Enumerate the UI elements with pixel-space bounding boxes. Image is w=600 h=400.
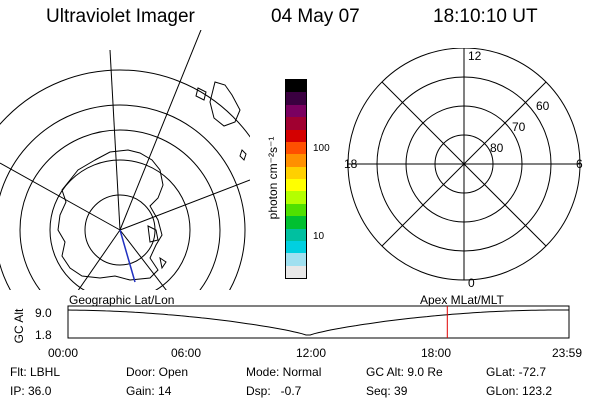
mlt-label-6: 6 [576,157,583,171]
info-ip: IP: 36.0 [10,384,52,398]
mlt-label-12: 12 [468,49,482,63]
lat-label-80: 80 [490,141,504,155]
strip-xtick: 06:00 [171,346,202,360]
longitude-line [119,229,167,290]
colorbar-segment [286,216,306,229]
strip-right-title: Apex MLat/MLT [420,293,504,307]
latitude-circle [49,159,191,290]
time-label: 18:10:10 UT [433,6,538,27]
colorbar-segment [286,240,306,254]
colorbar-segment [286,92,306,105]
land-outline [239,149,247,161]
strip-xtick: 18:00 [421,346,452,360]
latitude-circle [0,69,250,138]
polar-diagonal [381,81,547,247]
lat-label-70: 70 [512,120,526,134]
strip-ytick-9: 9.0 [35,306,52,320]
info-gc-alt: GC Alt: 9.0 Re [366,365,443,379]
land-outline [209,81,241,127]
info-glon: GLon: 123.2 [486,384,553,398]
colorbar-segment [286,117,306,130]
info-glat: GLat: -72.7 [486,365,547,379]
strip-frame [67,305,570,339]
info-flt: Flt: LBHL [10,365,61,379]
colorbar-tick-label: 100 [313,143,330,154]
longitude-line [77,229,121,290]
colorbar-segment [286,228,306,241]
colorbar-segment [286,154,306,167]
longitude-line [0,162,121,231]
colorbar [285,79,307,279]
info-gain: Gain: 14 [126,384,172,398]
instrument-title: Ultraviolet Imager [46,6,195,27]
colorbar-segment [286,203,306,217]
latitude-circle [0,104,246,290]
info-seq: Seq: 39 [366,384,408,398]
land-outline [159,256,167,270]
land-outline [195,87,207,101]
strip-xtick: 12:00 [296,346,327,360]
geographic-map [0,30,250,290]
info-mode: Mode: Normal [246,365,322,379]
colorbar-segment [286,191,306,204]
info-dsp: Dsp: -0.7 [246,384,302,398]
colorbar-segment [286,179,306,192]
strip-xtick: 00:00 [48,346,79,360]
antarctica-coastline [57,149,164,281]
colorbar-segment [286,166,306,179]
lat-label-60: 60 [536,99,550,113]
colorbar-segment [286,141,306,155]
colorbar-tick-label: 10 [313,231,325,242]
longitude-line [119,30,202,231]
longitude-line [119,179,250,231]
date-label: 04 May 07 [271,6,360,27]
mlt-label-18: 18 [344,157,358,171]
colorbar-segment [286,104,306,118]
strip-xtick: 23:59 [552,346,583,360]
colorbar-segment [286,253,306,266]
longitude-line [109,49,121,231]
colorbar-segment [286,129,306,142]
mlt-label-0: 0 [468,276,475,288]
colorbar-unit-label: photon cm⁻²s⁻¹ [266,136,280,220]
strip-left-title: Geographic Lat/Lon [69,293,175,307]
colorbar-segment [286,265,306,278]
polar-plot: 12 18 6 0 60 70 80 [344,48,583,288]
strip-ylabel: GC Alt [12,308,26,344]
land-outline [147,225,159,243]
altitude-curve [67,309,569,336]
satellite-track [119,229,136,283]
latitude-circle [19,129,221,290]
info-door: Door: Open [126,365,189,379]
altitude-strip-chart [67,305,570,339]
strip-ytick-1-8: 1.8 [35,328,52,342]
colorbar-segment [286,80,306,93]
